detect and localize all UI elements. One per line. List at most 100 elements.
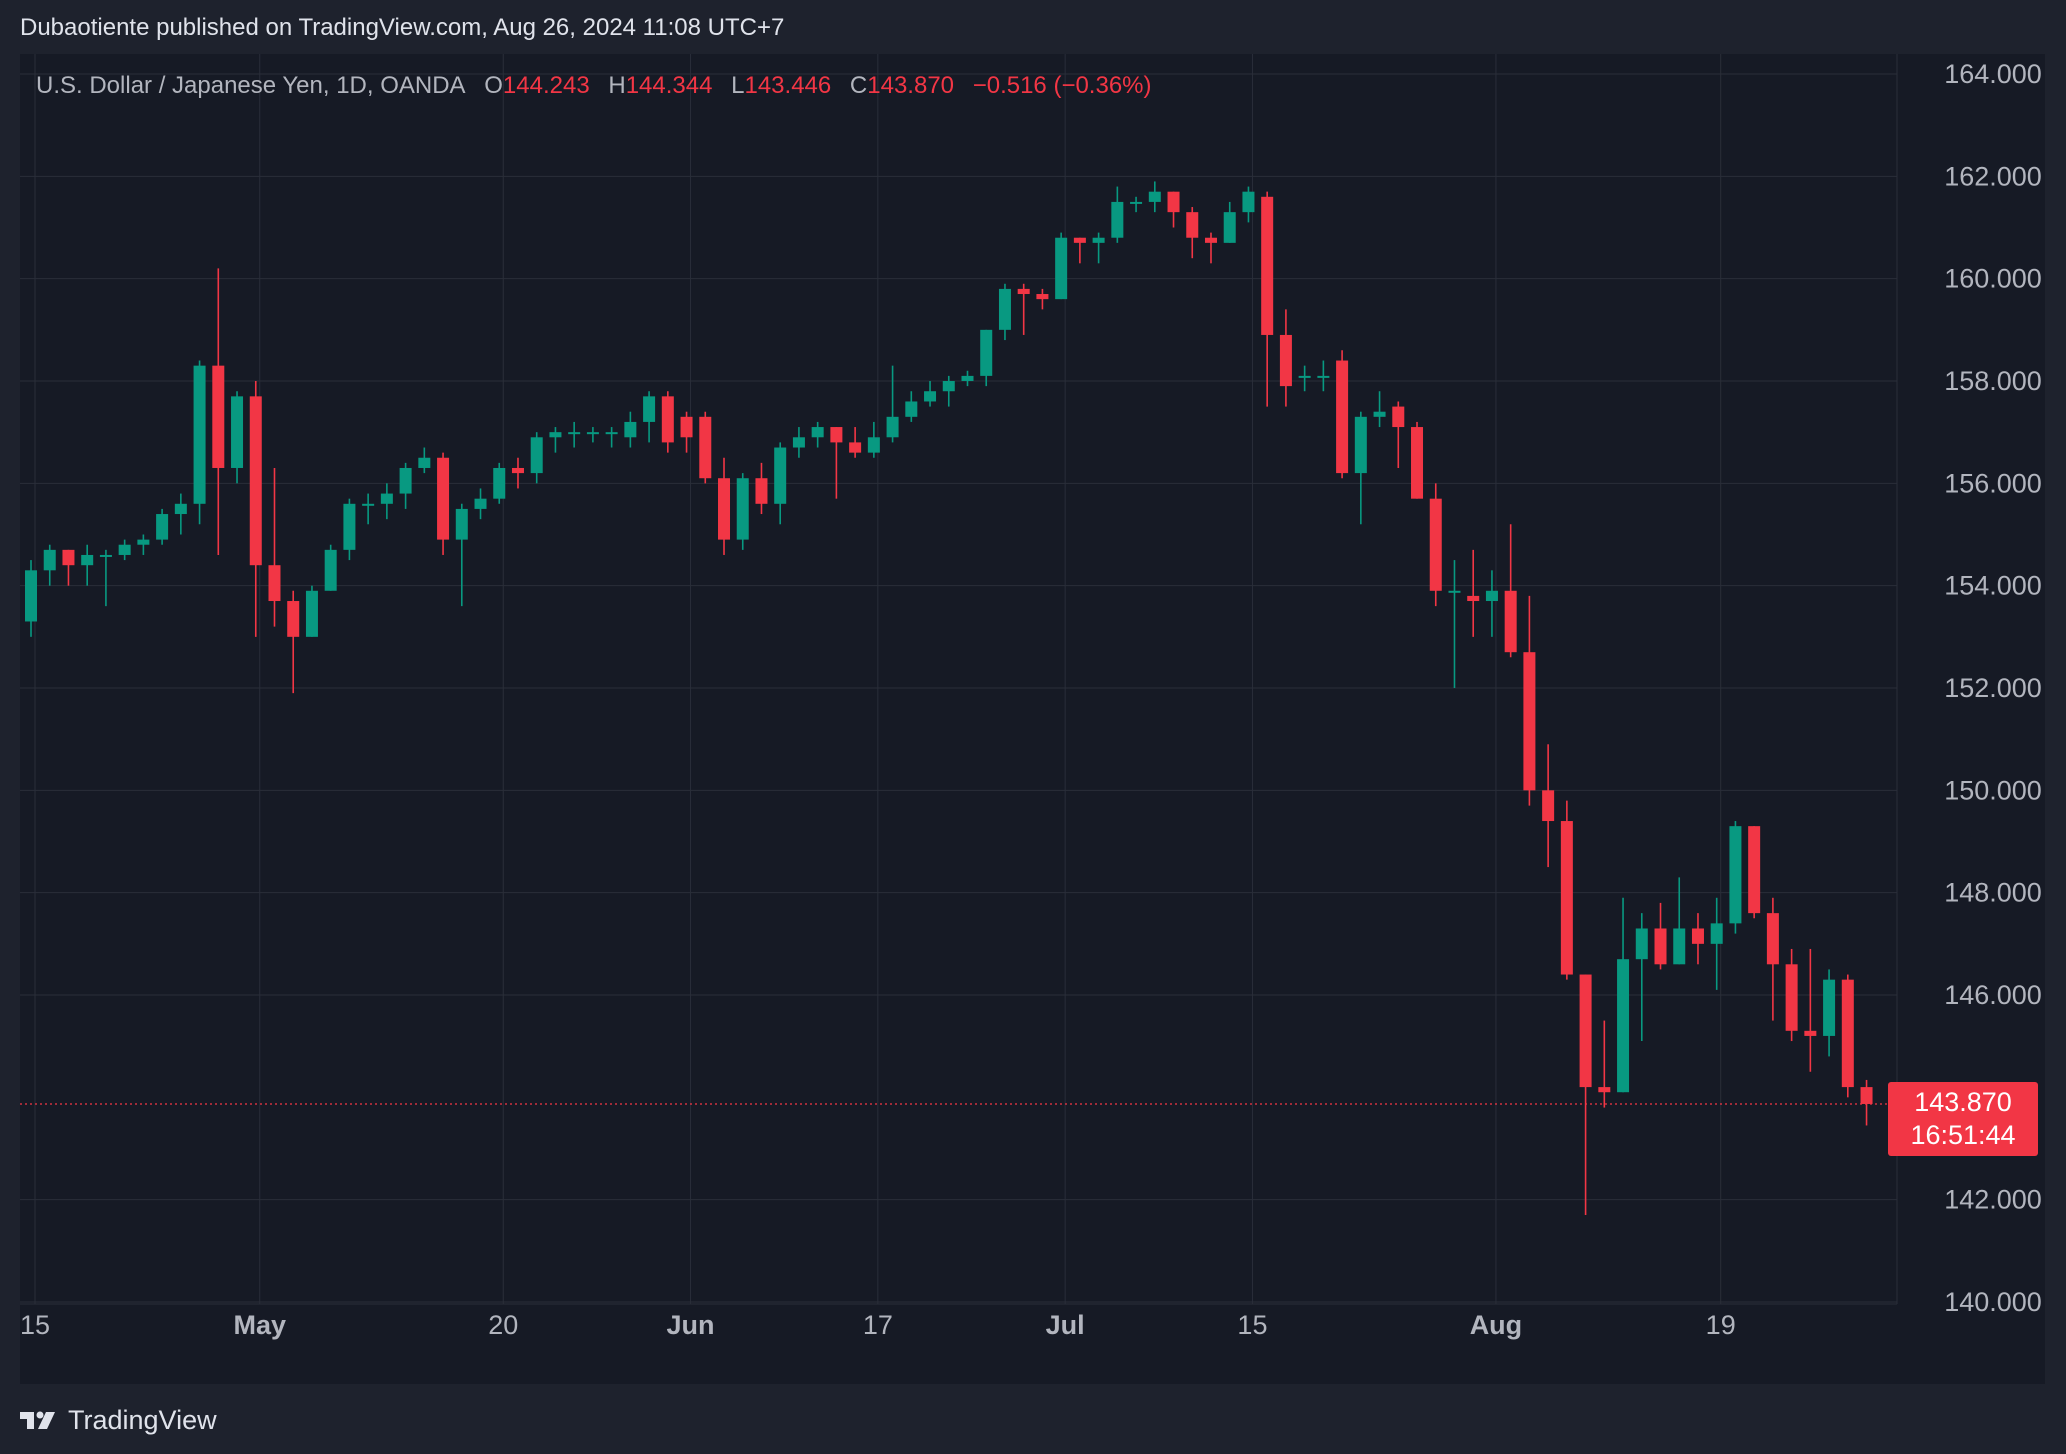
candle-body [1860,1087,1873,1104]
candle-body [830,427,843,443]
candle-body [1804,1030,1817,1036]
candle [1204,232,1217,264]
x-tick-label: 20 [488,1310,518,1340]
x-tick-label: Aug [1470,1310,1522,1340]
candle [586,427,599,443]
candle-body [1336,360,1349,474]
candle-body [1298,375,1311,378]
candle [1411,421,1424,499]
y-tick-label: 162.000 [1944,161,2042,191]
x-tick-label: Jun [667,1310,715,1340]
candle [643,391,656,443]
candle [474,488,487,520]
candle [661,391,674,453]
candle [530,432,543,484]
candle [343,498,356,561]
candle [1223,201,1236,243]
candle-body [643,396,656,422]
candles [25,181,1873,1216]
candle [1130,196,1143,213]
candle-body [774,447,787,504]
candle-body [736,478,749,540]
candle-body [1373,411,1386,417]
high-label: H [608,72,626,99]
candle [1841,974,1854,1098]
candle-body [25,570,37,622]
symbol-name[interactable]: U.S. Dollar / Japanese Yen, 1D, OANDA [36,72,466,99]
candle-body [418,457,431,468]
candle [1111,186,1124,243]
candle [905,391,918,422]
candle [680,411,693,453]
candle-body [568,432,581,435]
low-value: 143.446 [744,72,832,99]
candle-body [268,565,281,602]
candle-body [156,514,169,540]
grid-lines [20,54,1897,1304]
candle [174,493,187,535]
candle-body [624,421,637,438]
candle-body [1242,191,1255,213]
candle [924,381,937,407]
candle-body [1504,590,1517,653]
candle [1467,549,1480,637]
candle [1748,826,1761,919]
candle-body [1691,928,1704,944]
footer-brand[interactable]: TradingView [20,1402,217,1438]
candle-body [1560,821,1573,975]
chart-panel[interactable]: 164.000 162.000 160.000 158.000 156.000 154.0… [20,54,2045,1384]
close-label: C [849,72,868,99]
candle-body [99,554,112,557]
y-tick-label: 158.000 [1944,366,2042,396]
candle-body [1448,590,1461,593]
candle-body [605,432,618,435]
candle [249,381,262,637]
candle-body [1467,595,1480,602]
candle [380,483,393,520]
candle [774,442,787,525]
candle [437,452,450,555]
candle-body [699,416,712,479]
change-value: −0.516 (−0.36%) [972,72,1152,99]
last-price-badge: 143.870 16:51:44 [1888,1082,2038,1156]
candle [1354,411,1367,525]
candlestick-chart[interactable]: 164.000 162.000 160.000 158.000 156.000 154.0… [20,54,2045,1384]
candle-body [1279,334,1292,387]
candle [1036,288,1049,310]
candle-body [324,549,337,591]
candle [1279,309,1292,407]
candle [849,427,862,458]
candle-body [530,437,543,474]
candle-body [493,467,506,499]
candle [1055,232,1068,300]
candle-body [1055,237,1068,300]
candle-body [1223,212,1236,243]
y-tick-label: 146.000 [1944,980,2042,1010]
candle [1579,974,1592,1216]
open-value: 144.243 [502,72,590,99]
y-tick-label: 164.000 [1944,59,2042,89]
candle-body [849,442,862,453]
y-tick-label: 142.000 [1944,1185,2042,1215]
candle-body [1411,427,1424,499]
candle-body [1766,913,1779,965]
candle [1485,570,1498,637]
y-tick-label: 140.000 [1944,1287,2042,1317]
x-tick-label: 15 [20,1310,50,1340]
candle [1804,948,1817,1072]
candle [1729,821,1742,934]
candle [118,539,131,561]
candle-body [905,401,918,417]
candle [792,427,805,458]
candle-body [511,467,524,474]
y-tick-label: 150.000 [1944,775,2042,805]
candle [1336,350,1349,479]
last-price-value: 143.870 [1914,1087,2012,1117]
candle-body [62,549,75,566]
candle-body [1785,964,1798,1031]
candle-body [586,432,599,435]
candle [1766,897,1779,1021]
x-tick-label: 19 [1706,1310,1736,1340]
candle [1860,1079,1873,1126]
candle [605,427,618,448]
